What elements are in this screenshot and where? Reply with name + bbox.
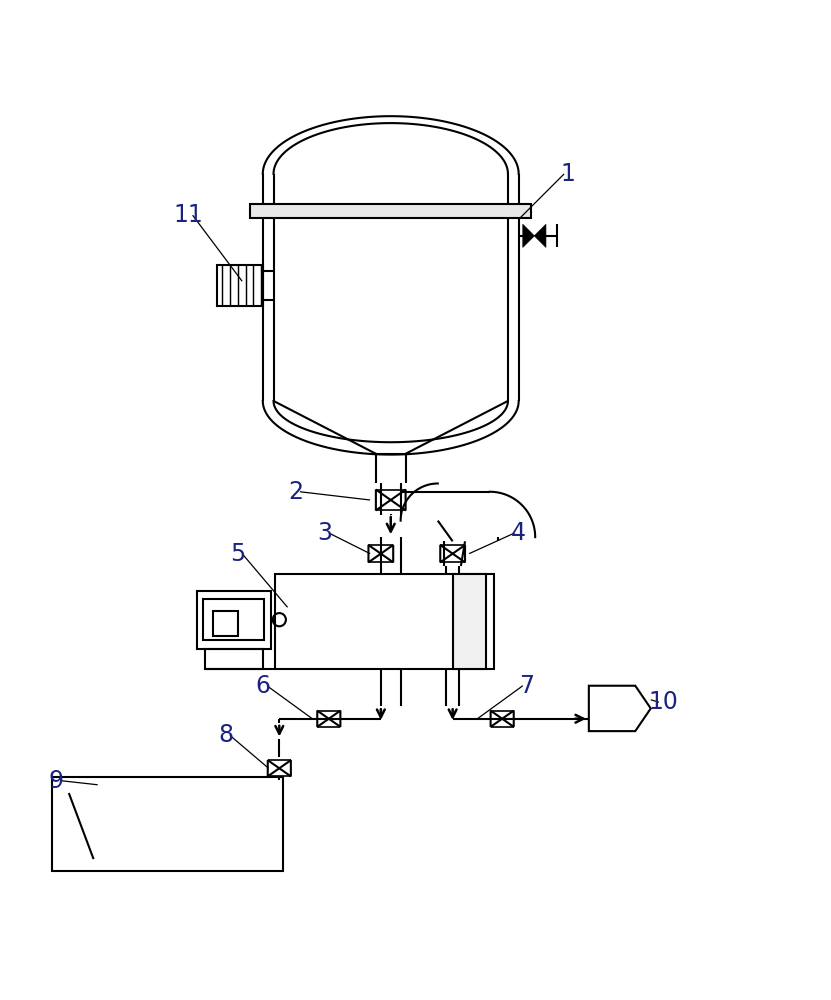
Polygon shape	[268, 760, 279, 776]
Polygon shape	[368, 545, 381, 562]
Text: 3: 3	[317, 521, 332, 545]
Text: 11: 11	[174, 203, 204, 227]
Polygon shape	[279, 760, 291, 776]
Text: 9: 9	[49, 769, 64, 793]
Polygon shape	[391, 490, 406, 510]
Text: 8: 8	[218, 723, 234, 747]
Text: 10: 10	[648, 690, 678, 714]
Bar	[250, 204, 531, 218]
Polygon shape	[381, 545, 393, 562]
Polygon shape	[589, 686, 651, 731]
Bar	[204, 599, 264, 640]
Bar	[197, 591, 271, 649]
Text: 6: 6	[255, 674, 270, 698]
Polygon shape	[317, 711, 329, 727]
Polygon shape	[534, 224, 546, 247]
Text: 4: 4	[511, 521, 526, 545]
Bar	[214, 611, 238, 636]
Text: 5: 5	[230, 542, 246, 566]
Bar	[205, 649, 263, 669]
Polygon shape	[453, 545, 465, 562]
Text: 2: 2	[288, 480, 303, 504]
Polygon shape	[523, 224, 534, 247]
Bar	[275, 574, 494, 669]
Polygon shape	[490, 711, 502, 727]
Polygon shape	[502, 711, 514, 727]
Text: 1: 1	[561, 162, 576, 186]
Bar	[453, 574, 485, 669]
Bar	[218, 265, 263, 306]
Bar	[52, 777, 283, 871]
Polygon shape	[329, 711, 341, 727]
Polygon shape	[440, 545, 453, 562]
Polygon shape	[376, 490, 391, 510]
Text: 7: 7	[519, 674, 534, 698]
